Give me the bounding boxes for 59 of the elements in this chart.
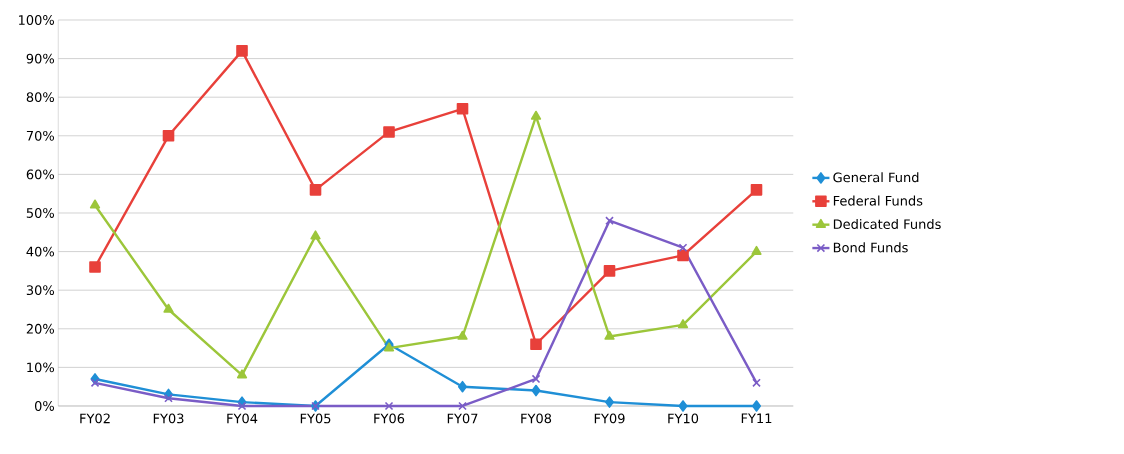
y-tick-label: 70%: [26, 130, 55, 141]
point: [604, 330, 615, 340]
point: [678, 400, 688, 412]
x-tick-label: FY07: [447, 413, 478, 424]
point: [603, 265, 616, 277]
y-tick-label: 0%: [34, 401, 55, 411]
legend-label: Federal Funds: [833, 195, 923, 206]
point: [677, 319, 689, 329]
point: [531, 374, 541, 384]
point: [383, 342, 395, 352]
point: [163, 303, 174, 313]
point: [384, 401, 394, 411]
point: [309, 184, 322, 196]
point: [605, 216, 614, 226]
point: [456, 102, 469, 115]
y-tick-label: 90%: [26, 53, 55, 64]
point: [237, 401, 247, 411]
x-tick-label: FY10: [668, 413, 699, 424]
point: [89, 199, 101, 209]
point: [531, 384, 541, 397]
x-tick-label: FY03: [153, 413, 184, 424]
y-tick-label: 60%: [26, 169, 55, 180]
point: [750, 184, 763, 196]
point: [162, 129, 175, 142]
point: [752, 378, 761, 388]
x-tick-label: FY06: [374, 413, 405, 424]
legend-label: Bond Funds: [833, 242, 908, 253]
point: [164, 393, 173, 403]
x-tick-label: FY04: [227, 413, 258, 424]
y-tick-label: 10%: [27, 362, 55, 373]
point: [383, 126, 395, 138]
y-tick-label: 30%: [26, 285, 55, 296]
point: [677, 249, 689, 262]
point: [678, 243, 688, 253]
x-tick-label: FY09: [594, 413, 625, 424]
point: [236, 45, 248, 57]
y-tick-label: 20%: [26, 323, 55, 334]
y-tick-label: 50%: [26, 208, 55, 218]
point: [457, 330, 468, 340]
y-tick-label: 100%: [18, 15, 55, 25]
point: [751, 245, 762, 255]
x-tick-label: FY08: [521, 413, 552, 424]
x-tick-label: FY11: [741, 413, 772, 423]
legend-label: Dedicated Funds: [833, 218, 941, 230]
x-tick-label: FY05: [300, 413, 331, 424]
y-tick-label: 40%: [26, 246, 55, 257]
point: [90, 378, 100, 388]
legend-label: General Fund: [833, 172, 919, 183]
point: [458, 401, 467, 411]
point: [457, 380, 468, 393]
y-tick-label: 80%: [26, 92, 55, 103]
x-tick-label: FY02: [80, 413, 110, 424]
point: [751, 400, 762, 412]
point: [530, 338, 542, 351]
point: [604, 396, 615, 408]
point: [89, 261, 101, 273]
point: [236, 369, 248, 379]
point: [310, 230, 321, 240]
point: [530, 110, 542, 120]
